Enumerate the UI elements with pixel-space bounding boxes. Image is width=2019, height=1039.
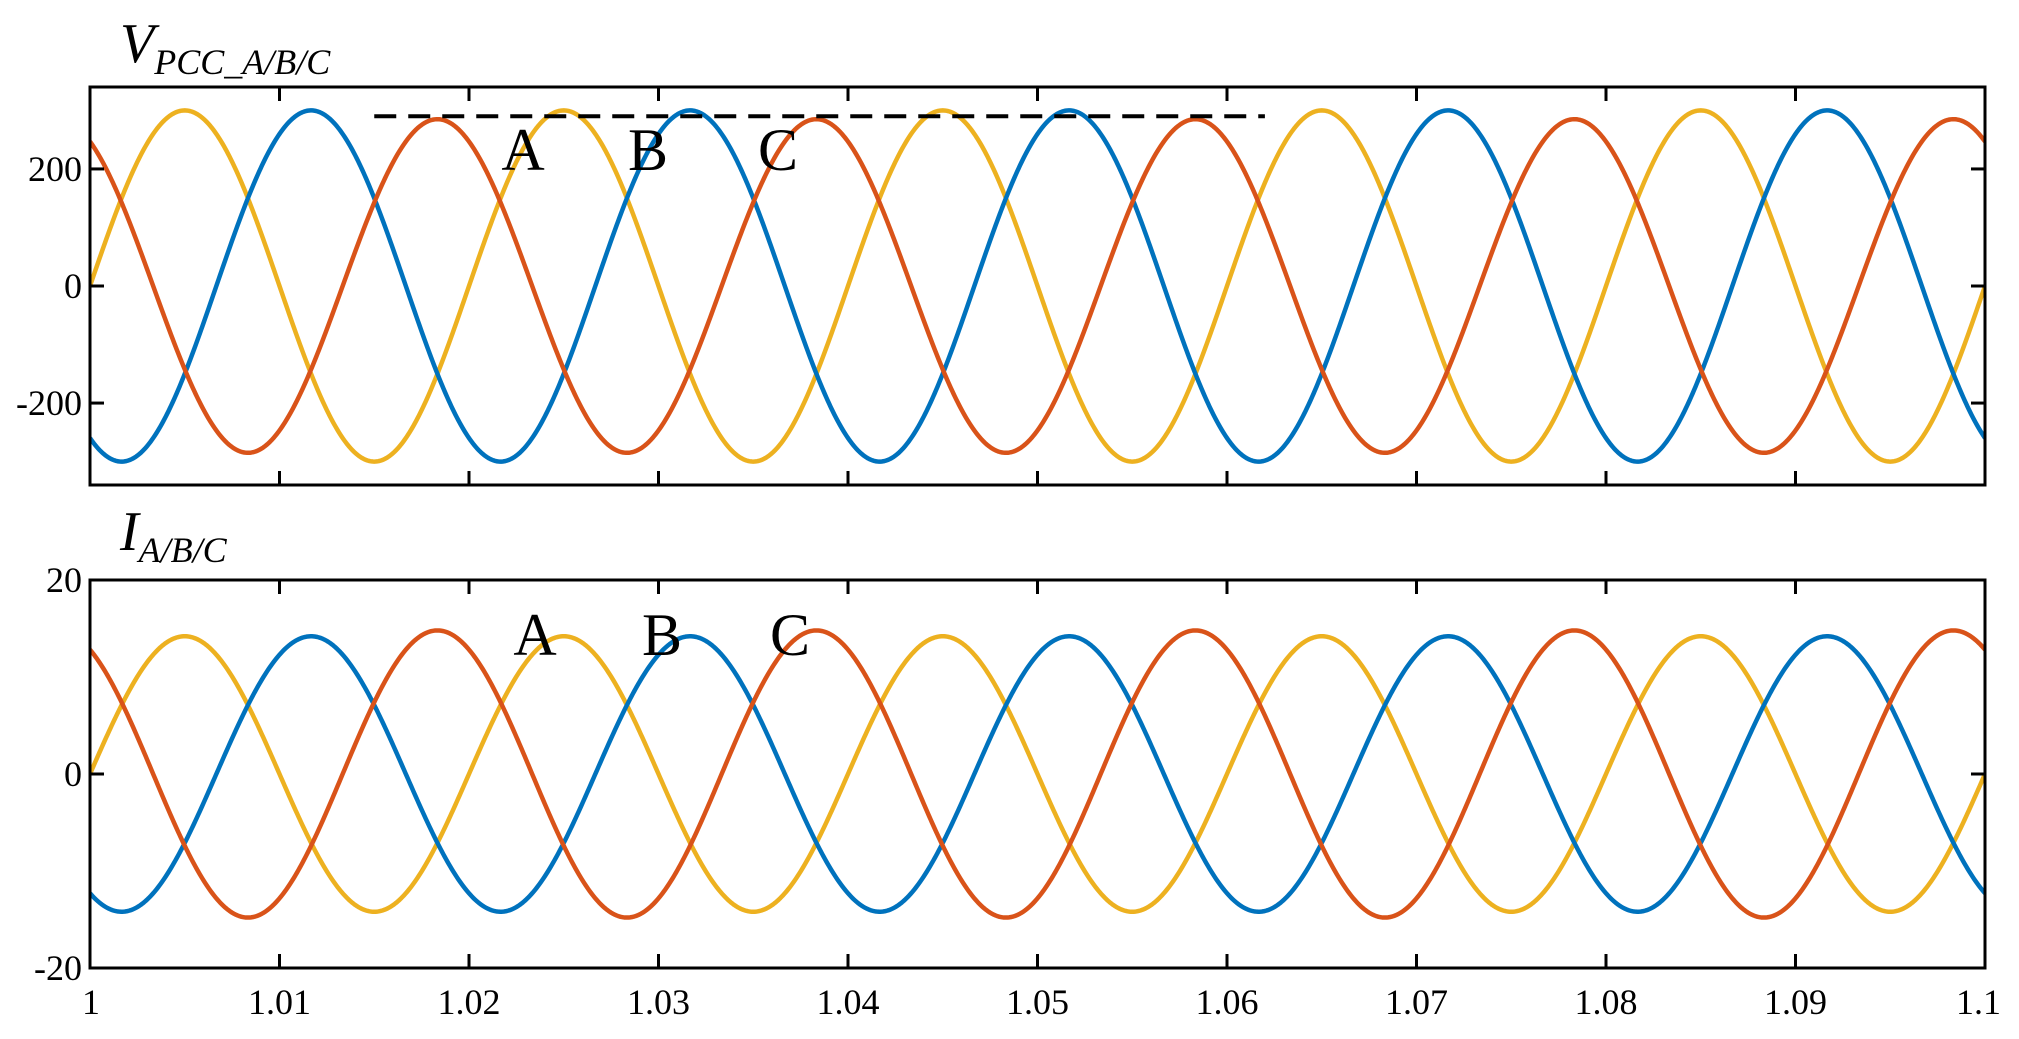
current-xtick-label: 1.09 xyxy=(1764,982,1827,1022)
voltage-phase-label-c: C xyxy=(758,117,798,183)
current-xtick-label: 1.05 xyxy=(1006,982,1069,1022)
current-series-a-line xyxy=(90,634,1985,914)
voltage-series-group xyxy=(90,108,1985,464)
current-ytick-label: 20 xyxy=(46,560,82,600)
voltage-ytick-label: -200 xyxy=(16,383,82,423)
current-title-main: I xyxy=(119,501,141,563)
current-xtick-label: 1.07 xyxy=(1385,982,1448,1022)
current-xtick-label: 1.01 xyxy=(248,982,311,1022)
current-xtick-label: 1.04 xyxy=(817,982,880,1022)
current-phase-label-a: A xyxy=(513,602,556,668)
current-xtick-label: 1 xyxy=(82,982,100,1022)
current-xtick-label: 1.1 xyxy=(1956,982,2001,1022)
current-xtick-label: 1.06 xyxy=(1196,982,1259,1022)
voltage-title-subscript: PCC_A/B/C xyxy=(153,42,331,82)
voltage-ytick-label: 0 xyxy=(64,266,82,306)
current-phase-label-b: B xyxy=(642,602,682,668)
voltage-phase-label-b: B xyxy=(628,117,668,183)
current-plot-area: -20 0 20 1 1.01 1.02 1.03 1.04 1.05 1.06 1.07 1.08 1… xyxy=(34,560,2001,1022)
current-series-group xyxy=(90,628,1985,920)
current-phase-label-c: C xyxy=(770,602,810,668)
current-xtick-label: 1.08 xyxy=(1575,982,1638,1022)
voltage-panel: VPCC_A/B/C -200 0 200 A B C xyxy=(16,13,1987,487)
voltage-plot-area: -200 0 200 A B C xyxy=(16,85,1987,487)
current-xtick-label: 1.02 xyxy=(438,982,501,1022)
voltage-phase-label-a: A xyxy=(501,117,544,183)
current-ytick-label: 0 xyxy=(64,754,82,794)
current-xtick-label: 1.03 xyxy=(627,982,690,1022)
voltage-series-a-line xyxy=(90,108,1985,464)
current-title-subscript: A/B/C xyxy=(137,530,228,570)
voltage-series-c-line xyxy=(90,116,1985,456)
voltage-panel-title: VPCC_A/B/C xyxy=(120,13,331,82)
voltage-series-b-line xyxy=(90,108,1985,464)
current-panel-title: IA/B/C xyxy=(119,501,228,570)
current-panel: IA/B/C -20 0 20 1 1.01 1.02 1.03 1.04 1.05 1.06 1.… xyxy=(34,501,2001,1022)
current-series-b-line xyxy=(90,634,1985,914)
current-ytick-label: -20 xyxy=(34,948,82,988)
voltage-title-main: V xyxy=(120,13,160,75)
voltage-ytick-label: 200 xyxy=(28,149,82,189)
current-series-c-line xyxy=(90,628,1985,920)
